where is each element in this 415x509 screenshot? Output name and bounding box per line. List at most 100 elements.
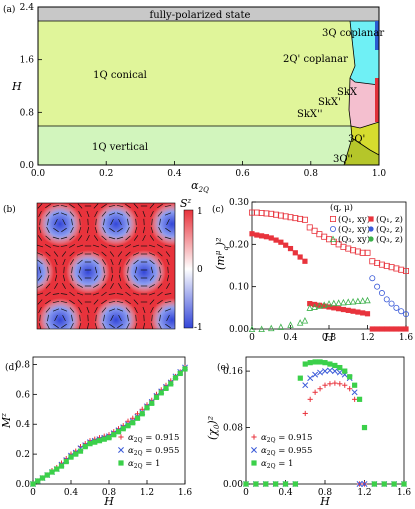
data-point: [259, 233, 265, 239]
spin-arrow: [103, 314, 105, 322]
spin-arrow: [77, 203, 83, 209]
spin-arrow: [116, 212, 124, 216]
data-point: [312, 371, 319, 378]
spin-arrow: [116, 245, 124, 247]
spin-arrow: [110, 258, 114, 266]
ytick-label: 0.30: [229, 198, 249, 208]
spin-arrow: [77, 275, 83, 281]
spin-arrow: [37, 252, 44, 256]
region-vertical: [38, 126, 352, 165]
spin-arrow: [46, 259, 50, 265]
spin-arrow: [159, 314, 161, 322]
spin-arrow: [47, 314, 49, 322]
skyrmion-core: [122, 250, 166, 294]
spin-arrow: [149, 299, 155, 305]
spin-arrow: [157, 251, 163, 257]
spin-arrow: [118, 218, 122, 226]
legend-value: = 0.915: [276, 433, 313, 443]
spin-arrow: [37, 284, 43, 288]
panel-a-xlabel: α2Q: [191, 179, 209, 194]
xtick-label: 1.6: [399, 333, 414, 343]
data-point: [120, 426, 126, 432]
spin-arrow: [165, 227, 171, 233]
spin-arrow: [126, 322, 130, 329]
panel-c-tag: (c): [212, 204, 224, 215]
data-point: [337, 364, 343, 371]
ytick-label: 0.00: [223, 480, 243, 490]
data-point: [283, 242, 289, 248]
legend-value: = 1: [143, 459, 161, 469]
spin-arrow: [108, 212, 116, 216]
data-point: [149, 400, 155, 406]
legend-label: (Q₁, z): [376, 214, 403, 225]
data-point: [361, 481, 368, 487]
spin-arrow: [150, 322, 154, 329]
spin-arrow: [37, 275, 43, 281]
spin-arrow: [39, 314, 41, 322]
panel-a-tag: (a): [3, 4, 15, 15]
region-fully-polarized: [38, 7, 379, 21]
spin-arrow: [108, 204, 116, 208]
legend-label: (Q₃, xy): [338, 234, 370, 245]
panel-c: (c) 0 0.4 0.8 1.2 1.6 0.00 0.10 0.20 0.30 H (mμq…: [212, 198, 413, 344]
legend-marker: [368, 236, 374, 242]
spin-arrow: [135, 314, 137, 322]
spin-arrow: [101, 203, 107, 209]
legend-label: α2Q = 0.955: [128, 446, 179, 457]
data-point: [287, 245, 294, 252]
panel-d-tag: (d): [5, 362, 18, 373]
data-point: [316, 302, 322, 308]
data-point: [347, 374, 353, 380]
data-point: [371, 481, 377, 487]
data-point: [263, 234, 270, 240]
spin-arrow: [167, 266, 169, 274]
data-point: [307, 301, 313, 307]
spin-arrow: [94, 226, 98, 234]
spin-arrow: [70, 226, 74, 234]
spin-arrow: [126, 274, 130, 282]
legend-marker: [251, 447, 257, 453]
data-point: [302, 258, 308, 264]
spin-arrow: [148, 252, 156, 256]
legend-alpha: α: [128, 433, 134, 443]
legend-marker: [251, 434, 257, 440]
data-point-b: [336, 369, 343, 376]
region-conical: [38, 21, 355, 126]
spin-arrow: [149, 275, 155, 281]
data-point: [106, 435, 112, 441]
data-point: [330, 299, 338, 307]
legend-sub: 2Q: [134, 437, 143, 444]
legend-label: (Q₂, z): [376, 224, 403, 235]
spin-arrow: [76, 244, 84, 248]
spin-arrow: [52, 308, 60, 312]
legend-alpha: α: [261, 446, 267, 456]
spin-arrow: [134, 322, 138, 329]
spin-arrow: [71, 266, 73, 274]
data-point: [58, 463, 65, 469]
spin-arrow: [102, 226, 106, 234]
data-point: [322, 382, 328, 388]
skyrmion-core: [37, 250, 54, 294]
spin-arrow: [157, 283, 163, 289]
spin-arrow: [45, 235, 51, 241]
spin-arrow: [116, 293, 124, 295]
data-point: [297, 254, 303, 260]
legend-marker: [368, 216, 374, 222]
spin-arrow: [150, 306, 154, 314]
spin-arrow: [69, 235, 75, 241]
data-point-b: [312, 371, 319, 378]
spin-arrow: [148, 244, 156, 248]
label-fp: fully-polarized state: [150, 10, 251, 21]
spin-arrow: [166, 274, 170, 282]
spin-arrow: [119, 266, 121, 274]
spin-arrow: [76, 252, 84, 256]
spin-arrow: [54, 258, 58, 266]
data-point: [364, 296, 371, 304]
spin-arrow: [164, 236, 172, 240]
spin-arrow: [93, 275, 99, 281]
data-point: [381, 481, 387, 487]
xtick-label: 0: [30, 488, 36, 498]
skyrmion-core: [150, 298, 175, 329]
ytick-label: 2.4: [20, 3, 35, 13]
spin-arrow: [134, 226, 138, 234]
